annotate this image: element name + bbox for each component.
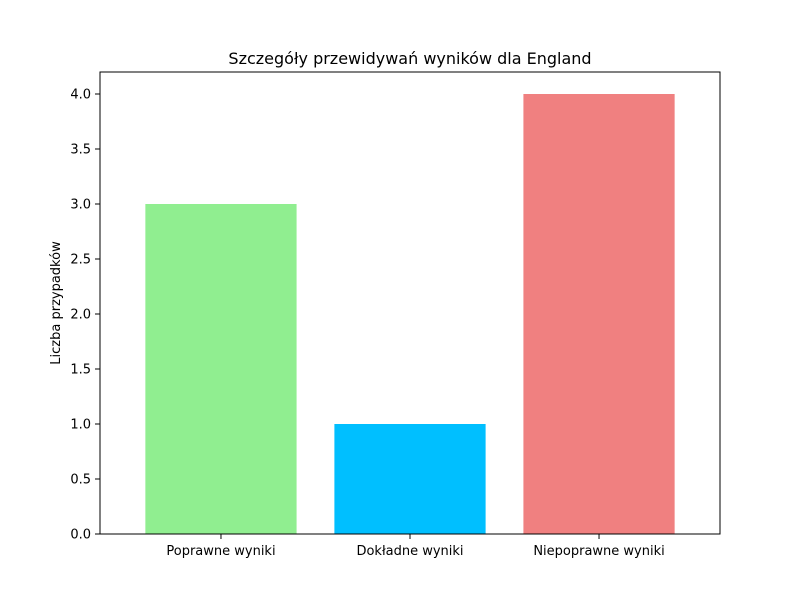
- y-tick-label: 4.0: [70, 88, 91, 103]
- bars-layer: [145, 94, 675, 534]
- y-tick-label: 3.5: [70, 143, 91, 158]
- y-tick-label: 1.5: [70, 363, 91, 378]
- y-axis-label: Liczba przypadków: [49, 241, 64, 365]
- bar-niepoprawne-wyniki: [523, 94, 675, 534]
- y-tick-label: 1.0: [70, 418, 91, 433]
- x-tick-label: Dokładne wyniki: [356, 544, 463, 559]
- x-axis-ticks: Poprawne wyniki Dokładne wyniki Niepoprawn…: [166, 534, 665, 559]
- chart-title: Szczegóły przewidywań wyników dla Englan…: [228, 49, 591, 68]
- x-tick-label: Niepoprawne wyniki: [533, 544, 664, 559]
- y-tick-label: 0.5: [70, 473, 91, 488]
- y-tick-label: 2.0: [70, 308, 91, 323]
- bar-poprawne-wyniki: [145, 204, 297, 534]
- x-tick-label: Poprawne wyniki: [166, 544, 275, 559]
- bar-dokładne-wyniki: [334, 424, 486, 534]
- y-tick-label: 3.0: [70, 198, 91, 213]
- y-tick-label: 2.5: [70, 253, 91, 268]
- y-tick-label: 0.0: [70, 528, 91, 543]
- y-axis-ticks: 0.0 0.5 1.0 1.5 2.0 2.5 3.0 3.5 4.0: [70, 88, 100, 543]
